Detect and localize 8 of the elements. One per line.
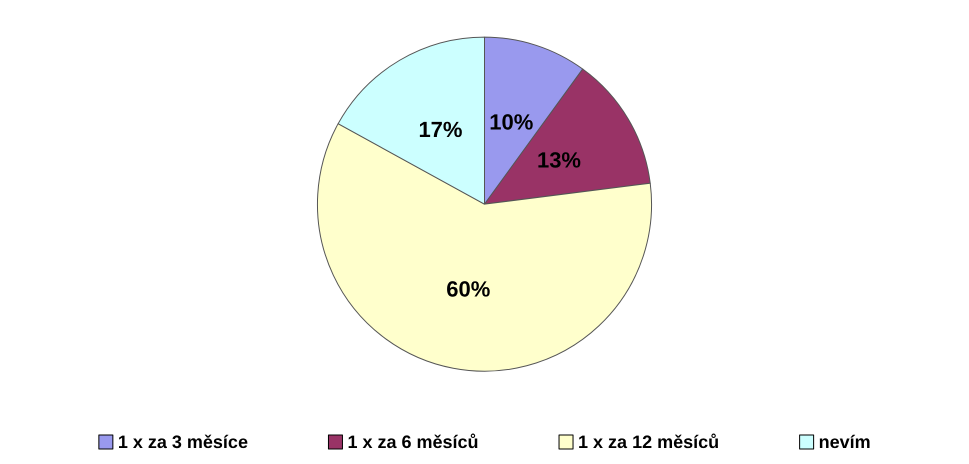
legend-label: 1 x za 6 měsíců (347, 432, 479, 452)
legend-label: 1 x za 3 měsíce (118, 432, 248, 452)
legend-label: nevím (818, 432, 871, 452)
data-label: 60% (446, 276, 490, 302)
data-label: 10% (489, 109, 534, 134)
data-label: 17% (418, 117, 462, 142)
data-label: 13% (536, 148, 581, 173)
legend-label: 1 x za 12 měsíců (578, 432, 720, 452)
